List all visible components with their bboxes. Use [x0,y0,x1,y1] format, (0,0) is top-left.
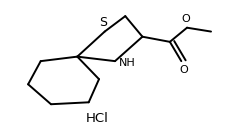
Text: O: O [178,65,187,75]
Text: NH: NH [119,58,135,68]
Text: HCl: HCl [85,112,108,125]
Text: O: O [181,14,189,24]
Text: S: S [99,16,107,29]
